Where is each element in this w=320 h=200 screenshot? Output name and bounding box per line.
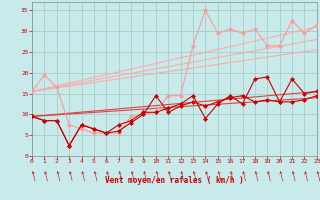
- X-axis label: Vent moyen/en rafales ( km/h ): Vent moyen/en rafales ( km/h ): [105, 176, 244, 185]
